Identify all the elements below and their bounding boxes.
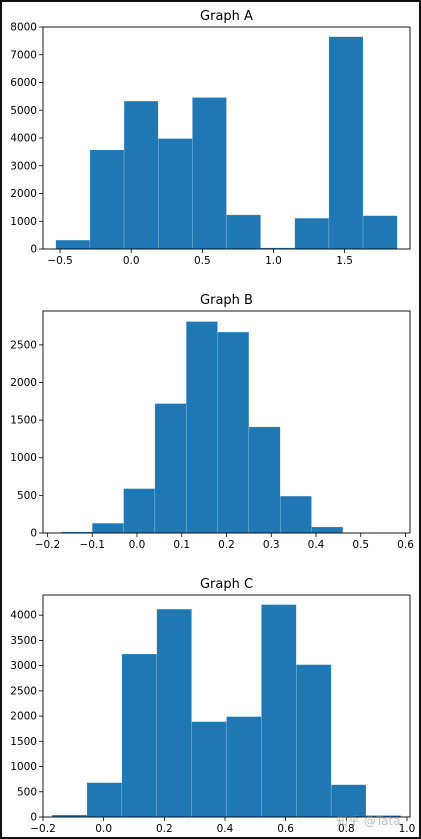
watermark: 知乎 @Tata (336, 814, 401, 828)
histogram-bar (86, 782, 123, 818)
histogram-bar (217, 331, 250, 534)
x-tick-label: −0.2 (30, 823, 56, 835)
histogram-bar (296, 664, 332, 818)
chart-title: Graph A (200, 9, 253, 24)
chart-3: Graph C −0.2 0.0 0.2 0.4 0.6 0.8 1.0 0 500 1000 150… (10, 577, 415, 835)
y-tick-label: 1500 (10, 415, 37, 427)
axes-frame (42, 594, 411, 818)
histogram-bar (157, 138, 193, 250)
y-tick-label: 8000 (10, 22, 37, 34)
y-tick-label: 0 (30, 812, 37, 824)
histogram-bar (154, 403, 187, 534)
y-tick-label: 3500 (10, 635, 37, 647)
x-tick-label: −0.5 (47, 255, 73, 267)
y-tick-label: 4000 (10, 610, 37, 622)
histogram-bar (191, 721, 227, 818)
y-tick-label: 500 (17, 786, 37, 798)
chart-title: Graph B (200, 293, 253, 308)
x-tick-label: 0.2 (156, 823, 173, 835)
y-tick-label: 0 (30, 528, 37, 540)
x-tick-label: 0.2 (218, 539, 235, 551)
histogram-bar (330, 784, 367, 818)
x-tick-label: 0.6 (397, 539, 414, 551)
histogram-bar (226, 716, 262, 818)
histogram-bar (55, 239, 91, 250)
chart-title: Graph C (200, 577, 253, 592)
y-tick-label: 5000 (10, 105, 37, 117)
x-tick-label: −0.1 (79, 539, 105, 551)
y-tick-label: 0 (30, 244, 37, 256)
histogram-bar (294, 217, 330, 250)
histogram-bar (328, 36, 364, 250)
y-tick-label: 2500 (10, 685, 37, 697)
y-tick-label: 3000 (10, 160, 37, 172)
x-tick-label: 0.4 (217, 823, 234, 835)
x-tick-label: 1.5 (336, 255, 353, 267)
histogram-bar (123, 100, 159, 250)
x-tick-label: 0.0 (123, 255, 140, 267)
x-tick-label: 0.5 (194, 255, 211, 267)
x-tick-label: 0.3 (263, 539, 280, 551)
y-tick-label: 4000 (10, 133, 37, 145)
y-tick-label: 2000 (10, 377, 37, 389)
histogram-bar (362, 215, 398, 250)
histogram-bar (156, 608, 192, 818)
x-tick-label: 0.0 (129, 539, 146, 551)
y-tick-label: 1500 (10, 736, 37, 748)
y-tick-label: 500 (17, 490, 37, 502)
x-tick-label: 1.0 (399, 823, 416, 835)
y-tick-label: 6000 (10, 77, 37, 89)
y-tick-label: 7000 (10, 49, 37, 61)
histogram-bar (226, 214, 261, 250)
histogram-bar (311, 526, 344, 534)
histogram-bar (192, 97, 227, 250)
histogram-bar (89, 149, 125, 250)
y-tick-label: 1000 (10, 761, 37, 773)
histogram-bar (261, 604, 297, 818)
x-tick-label: −0.2 (35, 539, 61, 551)
histogram-bar (123, 488, 156, 534)
y-tick-label: 1000 (10, 216, 37, 228)
x-tick-label: 0.4 (308, 539, 325, 551)
y-tick-label: 2000 (10, 711, 37, 723)
x-tick-label: 0.0 (95, 823, 112, 835)
histogram-bar (91, 522, 124, 534)
x-tick-label: 0.8 (338, 823, 355, 835)
y-tick-label: 3000 (10, 660, 37, 672)
x-tick-label: 0.5 (352, 539, 369, 551)
y-tick-label: 2500 (10, 339, 37, 351)
histogram-bar (248, 426, 281, 534)
histogram-bar (279, 495, 312, 534)
chart-2: Graph B −0.2 −0.1 0.0 0.1 0.2 0.3 0.4 0.5 0.6 0 500… (10, 293, 414, 551)
histogram-bar (185, 321, 218, 534)
x-tick-label: 0.1 (173, 539, 190, 551)
histogram-bar (121, 653, 157, 818)
x-tick-label: 0.6 (277, 823, 294, 835)
chart-1: Graph A −0.5 0.0 0.5 1.0 1.5 0 1000 2000 3000 4000… (10, 9, 411, 267)
y-tick-label: 1000 (10, 452, 37, 464)
y-tick-label: 2000 (10, 188, 37, 200)
x-tick-label: 1.0 (265, 255, 282, 267)
